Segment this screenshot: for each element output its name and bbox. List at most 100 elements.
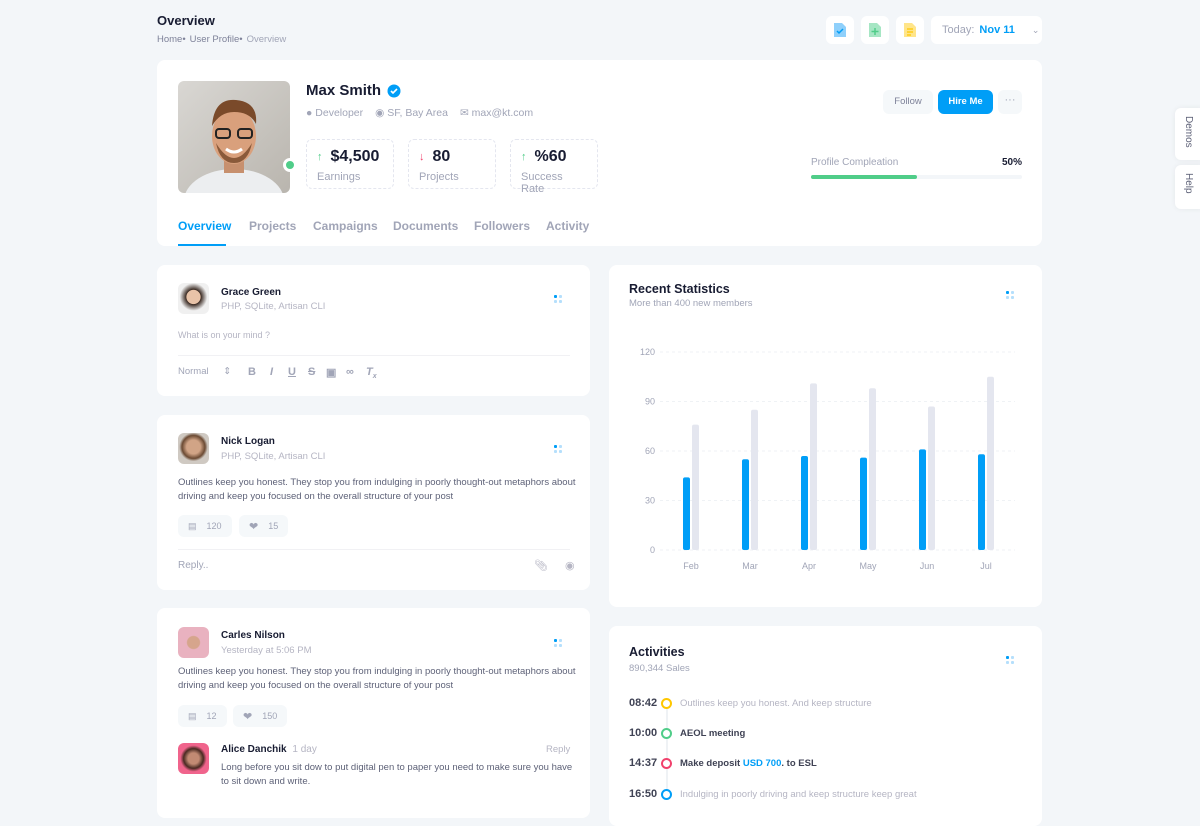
link-button[interactable]: ∞ <box>346 366 354 378</box>
breadcrumb-user-profile[interactable]: User Profile• <box>189 34 243 45</box>
stat-success-rate: ↑ %60 Success Rate <box>510 139 598 195</box>
format-select[interactable]: Normal ⇕ <box>178 366 231 377</box>
completion-value: 50% <box>1001 157 1022 168</box>
author-name[interactable]: Grace Green <box>221 287 282 298</box>
author-sub: PHP, SQLite, Artisan CLI <box>221 451 326 462</box>
tab-activity[interactable]: Activity <box>546 219 590 233</box>
activity-text: AEOL meeting <box>680 728 746 739</box>
arrow-up-icon: ↑ <box>317 151 323 163</box>
bar-series-1 <box>683 477 690 550</box>
follow-button[interactable]: Follow <box>883 90 933 114</box>
reply-author: Alice Danchik <box>221 744 287 755</box>
completion-progress-bar <box>811 175 1022 179</box>
activity-text-after: . to ESL <box>781 758 817 769</box>
stat-earnings: ↑ $4,500 Earnings <box>306 139 394 189</box>
format-value: Normal <box>178 366 209 377</box>
bar-series-1 <box>742 459 749 550</box>
stat-label: Earnings <box>317 171 361 183</box>
bold-button[interactable]: B <box>248 366 256 378</box>
grid-menu-icon[interactable] <box>1006 656 1014 664</box>
strike-button[interactable]: S <box>308 366 316 378</box>
tab-overview[interactable]: Overview <box>178 219 232 233</box>
avatar <box>178 433 209 464</box>
location-link[interactable]: ◉ SF, Bay Area <box>375 107 448 119</box>
profile-meta: ● Developer ◉ SF, Bay Area ✉ max@kt.com <box>306 107 533 119</box>
image-button[interactable]: ▣ <box>326 366 336 379</box>
composer-card <box>157 265 590 396</box>
file-check-button[interactable] <box>826 16 854 44</box>
activity-time: 14:37 <box>629 757 658 769</box>
reply-button[interactable]: Reply <box>546 744 571 755</box>
location-pin-icon: ◉ <box>375 107 385 119</box>
attachment-icon[interactable]: 📎︎ <box>534 560 548 572</box>
avatar <box>178 283 209 314</box>
email-link[interactable]: ✉ max@kt.com <box>460 107 533 119</box>
breadcrumb: Home• User Profile• Overview <box>157 34 286 45</box>
stat-value: 80 <box>432 148 451 165</box>
comments-button[interactable]: ▤ 120 <box>178 515 232 537</box>
arrow-down-icon: ↓ <box>419 151 425 163</box>
likes-count: 15 <box>268 521 279 531</box>
comments-count: 12 <box>206 711 217 721</box>
grid-menu-icon[interactable] <box>1006 291 1014 299</box>
profile-name-row: Max Smith <box>306 82 401 99</box>
reply-input[interactable]: Reply.. <box>178 560 209 571</box>
y-tick-label: 90 <box>645 397 655 407</box>
file-text-button[interactable] <box>896 16 924 44</box>
role-link[interactable]: ● Developer <box>306 107 363 119</box>
profile-name[interactable]: Max Smith <box>306 82 382 99</box>
likes-button[interactable]: ❤ 150 <box>233 705 288 727</box>
post-text: Outlines keep you honest. They stop you … <box>178 666 576 691</box>
x-tick-label: Apr <box>802 561 816 571</box>
tab-documents[interactable]: Documents <box>393 219 459 233</box>
grid-menu-icon[interactable] <box>554 445 562 453</box>
post-card <box>157 415 590 590</box>
y-tick-label: 30 <box>645 496 655 506</box>
likes-button[interactable]: ❤ 15 <box>239 515 289 537</box>
select-arrows-icon: ⇕ <box>223 366 232 377</box>
date-picker[interactable]: Today: Nov 11 ⌄ <box>931 16 1042 44</box>
card-title: Activities <box>629 645 685 659</box>
divider <box>178 549 570 550</box>
stat-value: %60 <box>534 148 567 165</box>
bar-series-1 <box>801 455 808 550</box>
file-add-icon <box>869 23 881 37</box>
bar-series-1 <box>860 457 867 550</box>
comment-icon: ▤ <box>188 710 197 721</box>
grid-menu-icon[interactable] <box>554 295 562 303</box>
activity-text: Make deposit <box>680 758 743 769</box>
post-card <box>157 608 590 818</box>
activity-time: 10:00 <box>629 727 658 739</box>
demos-side-tab[interactable]: Demos <box>1175 108 1200 160</box>
completion-label: Profile Compleation <box>811 157 899 168</box>
breadcrumb-home[interactable]: Home• <box>157 34 186 45</box>
file-add-button[interactable] <box>861 16 889 44</box>
online-status-indicator <box>283 158 297 172</box>
help-side-tab[interactable]: Help <box>1175 165 1200 209</box>
clear-format-button[interactable]: Tx <box>366 366 377 381</box>
grid-menu-icon[interactable] <box>554 639 562 647</box>
author-name[interactable]: Nick Logan <box>221 436 275 447</box>
more-options-button[interactable]: ··· <box>998 90 1022 114</box>
link-icon: ∞ <box>346 366 354 378</box>
y-tick-label: 120 <box>640 347 655 357</box>
role-text: Developer <box>315 107 364 119</box>
tab-projects[interactable]: Projects <box>249 219 297 233</box>
underline-button[interactable]: U <box>288 366 296 378</box>
reply-author-name[interactable]: Alice Danchik 1 day <box>221 744 317 755</box>
italic-button[interactable]: I <box>270 366 274 378</box>
active-tab-underline <box>178 244 226 246</box>
reply-time: 1 day <box>292 744 317 755</box>
comments-button[interactable]: ▤ 12 <box>178 705 227 727</box>
likes-count: 150 <box>262 711 278 721</box>
hire-me-button[interactable]: Hire Me <box>938 90 993 114</box>
location-pin-icon[interactable]: ◉ <box>565 560 575 572</box>
activity-item: Indulging in poorly driving and keep str… <box>680 789 917 800</box>
help-label: Help <box>1183 173 1194 194</box>
tab-followers[interactable]: Followers <box>474 219 531 233</box>
bar-series-2 <box>751 409 758 550</box>
tab-campaigns[interactable]: Campaigns <box>313 219 378 233</box>
activity-link[interactable]: USD 700 <box>742 758 782 769</box>
post-input[interactable]: What is on your mind ? <box>178 330 570 356</box>
author-name[interactable]: Carles Nilson <box>221 630 285 641</box>
